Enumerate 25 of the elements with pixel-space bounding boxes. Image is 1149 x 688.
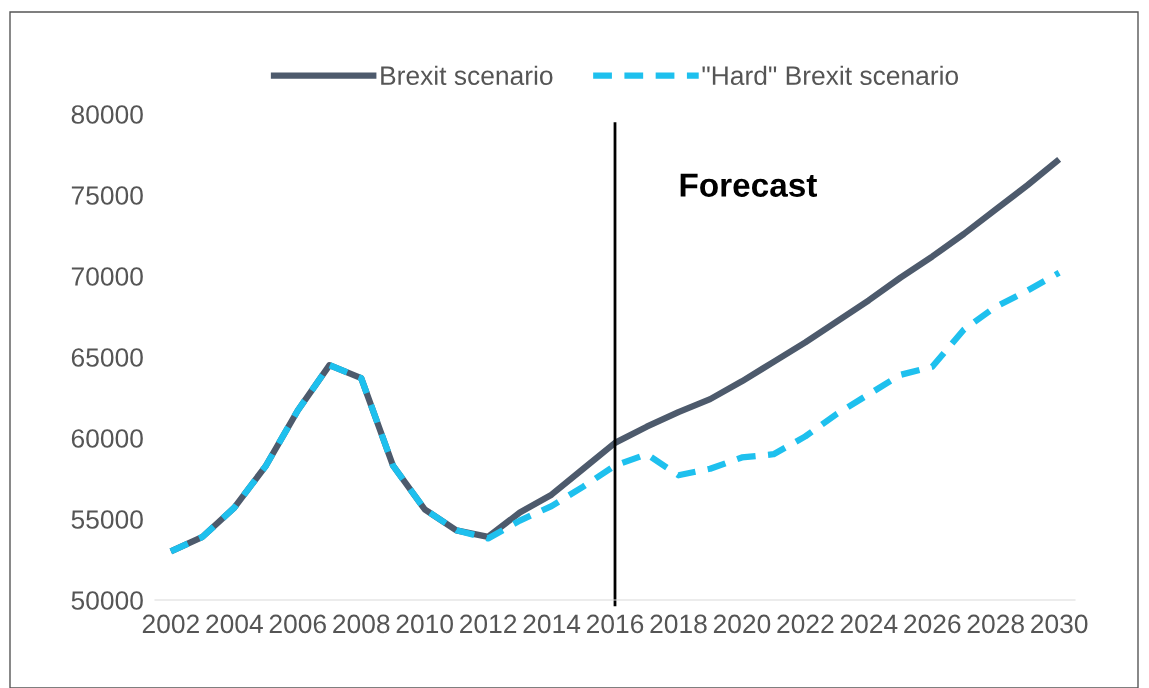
x-tick-label: 2024 [840, 614, 898, 634]
x-tick-label: 2030 [1031, 614, 1088, 634]
y-tick-label: 65000 [71, 348, 143, 367]
legend-label: Brexit scenario [381, 65, 553, 86]
y-tick-label: 60000 [71, 429, 143, 448]
y-tick-label: 50000 [71, 591, 143, 610]
x-tick-label: 2022 [777, 614, 834, 634]
y-tick-label: 80000 [71, 105, 143, 124]
ref-line-label: Forecast [680, 173, 817, 197]
x-tick-label: 2012 [460, 614, 517, 634]
x-tick-label: 2016 [586, 614, 644, 634]
x-tick-label: 2004 [206, 614, 263, 634]
y-tick-label: 70000 [71, 267, 143, 286]
x-tick-label: 2018 [650, 614, 707, 634]
x-tick-label: 2008 [333, 614, 390, 634]
y-tick-label: 75000 [71, 186, 143, 205]
x-tick-label: 2010 [396, 614, 453, 634]
y-tick-label: 55000 [71, 510, 143, 529]
x-tick-label: 2026 [904, 614, 961, 634]
x-tick-label: 2006 [269, 614, 326, 634]
x-tick-label: 2014 [523, 614, 581, 634]
x-tick-label: 2028 [967, 614, 1024, 634]
x-tick-label: 2020 [713, 614, 771, 634]
legend-label: "Hard" Brexit scenario [702, 65, 959, 86]
x-tick-label: 2002 [142, 614, 199, 634]
